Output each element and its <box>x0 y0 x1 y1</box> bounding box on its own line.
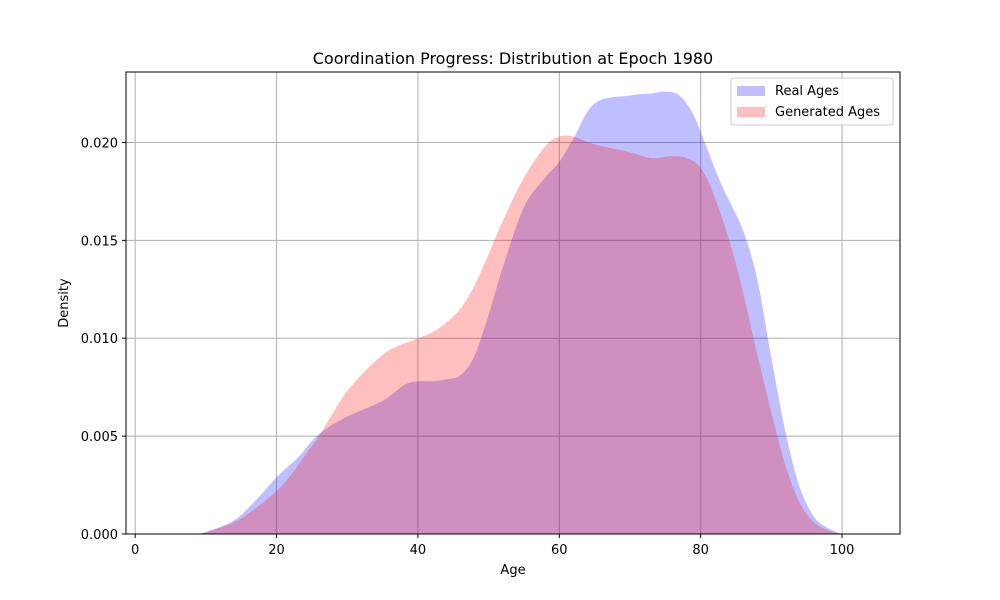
x-tick-label: 0 <box>131 543 139 558</box>
legend-label: Real Ages <box>775 84 839 99</box>
plot-frame <box>125 71 901 535</box>
y-tick-label: 0.000 <box>81 528 118 543</box>
x-axis-ticks: 0 20 40 60 80 100 <box>131 534 854 558</box>
legend-box <box>730 77 894 126</box>
x-tick-label: 60 <box>551 543 568 558</box>
legend: Real Ages Generated Ages <box>730 77 894 126</box>
x-tick-label: 80 <box>692 543 709 558</box>
y-tick-label: 0.020 <box>81 136 118 151</box>
x-tick-label: 100 <box>830 543 855 558</box>
x-tick-label: 40 <box>410 543 427 558</box>
legend-label: Generated Ages <box>775 105 880 120</box>
y-tick-label: 0.010 <box>81 332 118 347</box>
x-axis-label: Age <box>500 563 525 578</box>
y-tick-label: 0.005 <box>81 430 118 445</box>
x-tick-label: 20 <box>268 543 285 558</box>
density-area-generated-ages <box>135 135 843 535</box>
legend-swatch <box>737 107 765 117</box>
density-areas <box>135 91 843 535</box>
legend-swatch <box>737 86 765 96</box>
y-axis-label: Density <box>57 278 72 328</box>
y-tick-label: 0.015 <box>81 234 118 249</box>
y-axis-ticks: 0.000 0.005 0.010 0.015 0.020 <box>81 136 126 543</box>
density-area-real-ages <box>135 91 843 535</box>
chart-title: Coordination Progress: Distribution at E… <box>313 49 713 68</box>
